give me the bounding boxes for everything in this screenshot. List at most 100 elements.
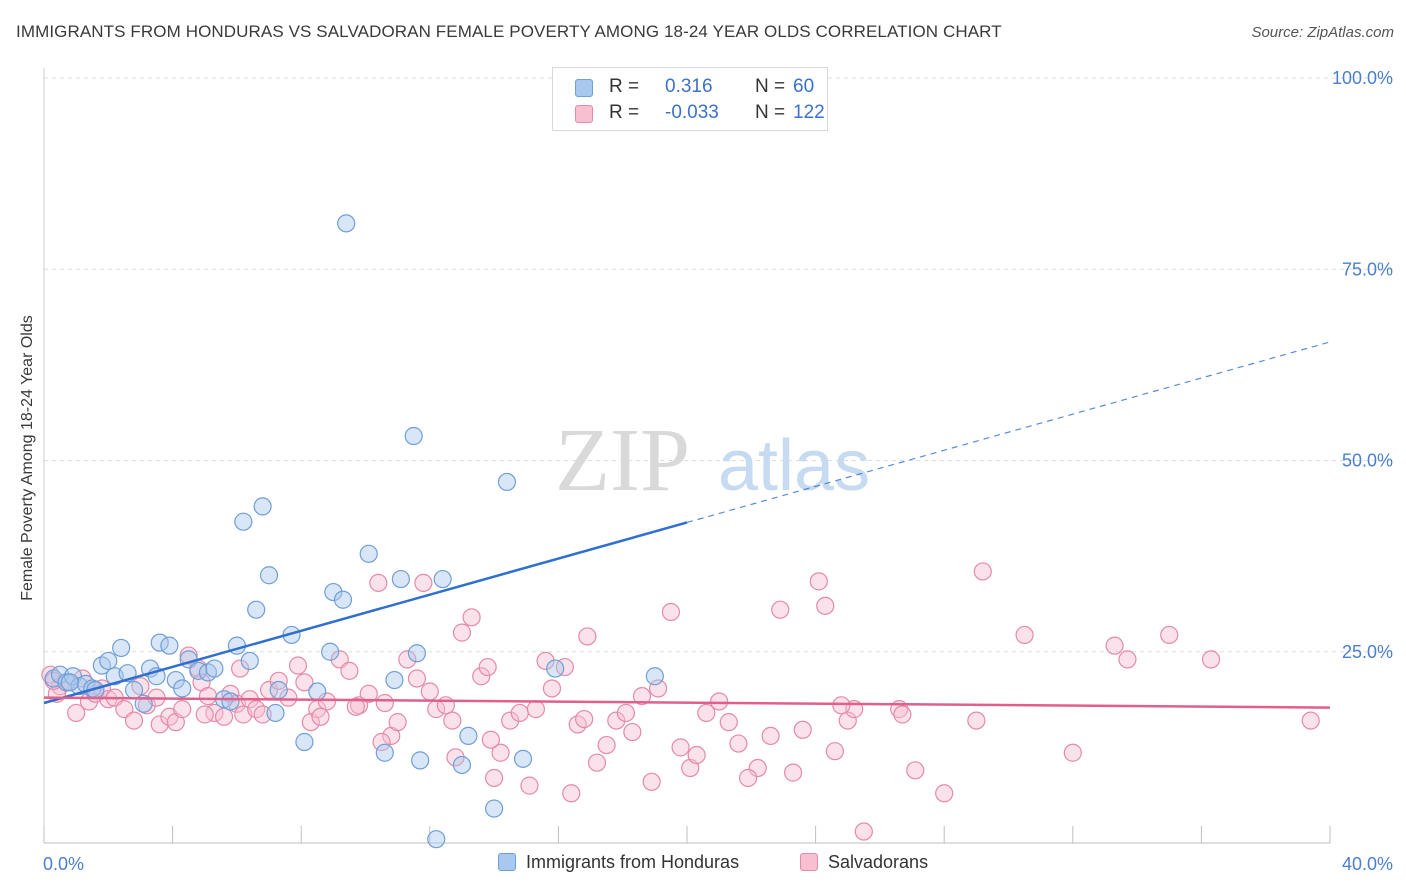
correlation-legend: R = 0.316 N = 60 R = -0.033 N = 122 [552,67,828,131]
series-legend-salvadorans: Salvadorans [800,852,928,873]
data-point-honduras [333,590,353,609]
trend-layer [43,341,1331,709]
data-point-salvadorans [906,761,925,780]
data-point-honduras [404,426,423,446]
data-point-salvadorans [632,687,652,706]
data-point-honduras [391,569,410,589]
data-point-salvadorans [642,772,661,791]
data-point-salvadorans [198,687,218,706]
legend-n-label: N = [755,76,786,97]
data-point-salvadorans [150,715,169,734]
data-point-salvadorans [761,726,780,746]
data-point-salvadorans [562,784,581,803]
data-point-salvadorans [414,573,433,593]
data-point-honduras [253,497,272,516]
data-point-salvadorans [719,713,738,732]
data-point-salvadorans [510,703,529,723]
watermark-atlas: atlas [718,426,870,506]
data-point-salvadorans [1201,650,1221,669]
data-point-salvadorans [359,684,378,703]
data-point-honduras [321,642,340,661]
legend-r-label: R = [609,102,640,123]
data-point-salvadorans [346,697,365,716]
data-point-salvadorans [372,732,391,752]
data-point-salvadorans [485,768,504,788]
data-point-salvadorans [295,673,314,692]
data-point-salvadorans [587,753,607,772]
data-point-salvadorans [269,671,288,690]
points-layer [41,68,1320,849]
legend-n-label: N = [755,102,786,123]
data-point-salvadorans [472,667,491,686]
data-point-salvadorans [793,720,812,739]
legend-r-label: R = [609,76,640,97]
data-point-salvadorans [748,758,767,778]
data-point-salvadorans [462,608,481,627]
data-point-salvadorans [710,692,729,711]
data-point-salvadorans [738,768,758,788]
data-point-salvadorans [231,659,250,678]
x-tick-label: 40.0% [1342,854,1393,874]
data-point-honduras [112,638,131,658]
data-point-salvadorans [575,709,594,729]
data-point-honduras [240,651,259,671]
data-point-salvadorans [369,573,388,593]
data-point-salvadorans [1063,743,1082,762]
tick-label-layer: 25.0% 50.0% 75.0% 100.0% 0.0% 40.0% [43,68,1393,874]
data-point-honduras [266,703,285,723]
data-point-honduras [173,679,192,698]
watermark: ZIP atlas [555,411,870,510]
data-point-salvadorans [491,743,510,762]
data-point-salvadorans [436,696,455,715]
legend-r-value: -0.033 [665,102,719,123]
data-point-honduras [433,569,452,589]
series-name-honduras: Immigrants from Honduras [526,852,740,872]
data-point-salvadorans [825,742,844,761]
data-point-salvadorans [340,661,359,680]
data-point-honduras [324,582,343,602]
data-point-salvadorans [398,650,417,669]
data-point-salvadorans [288,656,308,675]
data-point-honduras [269,680,288,700]
data-point-honduras [60,673,79,692]
data-point-salvadorans [967,711,986,730]
data-point-salvadorans [1118,650,1137,669]
data-point-honduras [452,755,472,775]
x-tick-label: 0.0% [43,854,84,874]
data-point-salvadorans [616,703,636,723]
data-point-salvadorans [783,763,803,782]
data-point-salvadorans [973,562,992,581]
trend-line-honduras [43,521,688,705]
data-point-salvadorans [481,730,500,749]
chart-title: IMMIGRANTS FROM HONDURAS VS SALVADORAN F… [16,22,1002,41]
data-point-salvadorans [1015,625,1034,645]
data-point-salvadorans [478,657,497,677]
data-point-honduras [259,566,279,585]
data-point-honduras [337,214,356,233]
data-point-honduras [645,667,664,686]
series-swatch-salvadorans [800,853,818,871]
data-point-honduras [513,749,533,768]
data-point-salvadorans [832,696,851,715]
data-point-salvadorans [311,707,330,726]
grid-layer [44,77,1392,653]
legend-swatch-honduras [575,79,593,97]
source-label: Source: ZipAtlas.com [1251,24,1394,41]
data-point-honduras [485,799,504,818]
watermark-zip: ZIP [555,411,690,510]
data-point-salvadorans [729,734,748,753]
data-point-honduras [375,743,394,762]
series-legend-honduras: Immigrants from Honduras [498,852,739,873]
data-point-honduras [99,651,118,671]
data-point-honduras [546,659,565,678]
trend-line-salvadorans [43,696,1331,709]
data-point-salvadorans [935,784,954,803]
data-point-salvadorans [607,711,626,730]
legend-n-value: 60 [793,76,815,97]
data-point-salvadorans [179,646,198,665]
data-point-salvadorans [542,679,562,698]
series-name-salvadorans: Salvadorans [828,852,929,872]
y-tick-label: 50.0% [1342,451,1393,471]
data-point-salvadorans [893,705,912,724]
